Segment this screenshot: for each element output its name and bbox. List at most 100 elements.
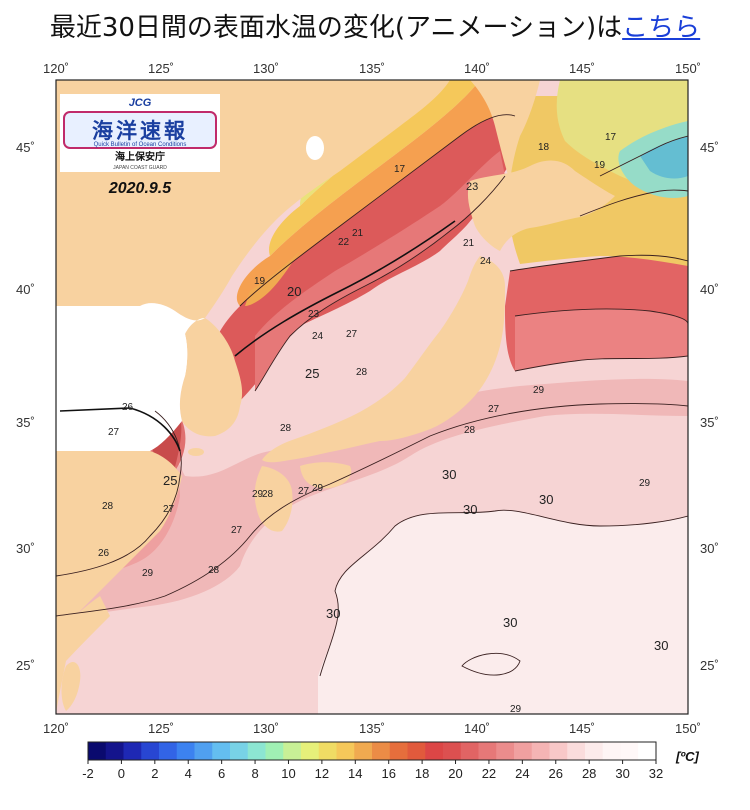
land-honshu	[262, 256, 505, 463]
land-china-coast	[56, 451, 182, 631]
contour-label: 30	[503, 615, 517, 630]
lat-tick: 40˚	[700, 282, 719, 297]
contour-label: 27	[108, 427, 120, 438]
contour-label: 23	[308, 309, 320, 320]
contour-label: 21	[352, 228, 364, 239]
colorbar-swatch	[425, 742, 444, 760]
jcg-logo: JCG 海洋速報 Quick Bulletin of Ocean Conditi…	[60, 94, 220, 172]
contour-label: 17	[605, 132, 617, 143]
contour-lines	[56, 114, 688, 677]
map-frame	[55, 79, 689, 715]
lon-tick: 135˚	[359, 721, 385, 736]
colorbar-swatch	[247, 742, 266, 760]
contour-label: 20	[287, 284, 301, 299]
colorbar-tick-label: 26	[549, 766, 563, 781]
contour-label: 28	[262, 489, 274, 500]
contour-label: 21	[463, 238, 475, 249]
lon-tick: 130˚	[253, 61, 279, 76]
colorbar-swatch	[549, 742, 568, 760]
colorbar-tick-label: 28	[582, 766, 596, 781]
contour-label: 23	[466, 181, 478, 193]
colorbar-swatch	[531, 742, 550, 760]
contour-label: 17	[394, 164, 406, 175]
lat-tick: 35˚	[16, 415, 35, 430]
lon-tick: 150˚	[675, 61, 701, 76]
lat-tick: 25˚	[700, 658, 719, 673]
lat-tick: 35˚	[700, 415, 719, 430]
colorbar-swatch	[265, 742, 284, 760]
colorbar-swatch	[567, 742, 586, 760]
contour-label: 30	[326, 606, 340, 621]
colorbar-swatch	[602, 742, 621, 760]
contour-label: 29	[510, 704, 522, 715]
colorbar-tick-label: 30	[615, 766, 629, 781]
colorbar-tick-label: 0	[118, 766, 125, 781]
contour-label: 28	[464, 425, 476, 436]
contour-label: 29	[252, 489, 264, 500]
contour-label: 27	[346, 329, 358, 340]
contour-label: 19	[594, 160, 606, 171]
sst-map-svg: 120˚ 125˚ 130˚ 135˚ 140˚ 145˚ 150˚ 120˚ …	[16, 61, 719, 781]
colorbar: -2 0 2 4 6 8 10 12 14 16 18 20 22 24 26 28 30 32	[82, 741, 663, 781]
contour-label: 27	[488, 404, 500, 415]
contour-label: 28	[102, 501, 114, 512]
contour-label: 25	[163, 473, 177, 488]
logo-subtitle-en: Quick Bulletin of Ocean Conditions	[94, 142, 187, 148]
lake	[306, 136, 324, 160]
lon-tick: 120˚	[43, 721, 69, 736]
contour-label: 27	[163, 504, 175, 515]
colorbar-swatch	[443, 742, 462, 760]
colorbar-swatch	[230, 742, 249, 760]
lat-tick: 30˚	[16, 541, 35, 556]
colorbar-swatch	[496, 742, 515, 760]
lat-axis-left: 45˚ 40˚ 35˚ 30˚ 25˚	[16, 140, 35, 673]
land-shikoku	[300, 462, 352, 489]
lat-tick: 45˚	[700, 140, 719, 155]
animation-link[interactable]: こちら	[622, 13, 701, 43]
colorbar-unit: [ºC]	[675, 749, 699, 764]
colorbar-swatch	[585, 742, 604, 760]
logo-title: 海洋速報	[92, 119, 188, 143]
colorbar-swatch	[620, 742, 639, 760]
contour-label: 29	[639, 478, 651, 489]
lat-tick: 40˚	[16, 282, 35, 297]
contour-label: 28	[280, 423, 292, 434]
contour-label: 29	[533, 385, 545, 396]
colorbar-swatch	[407, 742, 426, 760]
colorbar-swatch	[123, 742, 142, 760]
colorbar-tick-label: 8	[251, 766, 258, 781]
colorbar-swatch	[141, 742, 160, 760]
colorbar-tick-label: 4	[185, 766, 192, 781]
header-title: 最近30日間の表面水温の変化(アニメーション)はこちら	[0, 0, 750, 56]
colorbar-tick-label: -2	[82, 766, 94, 781]
colorbar-swatch	[105, 742, 124, 760]
lon-tick: 145˚	[569, 721, 595, 736]
contour-label: 24	[312, 331, 324, 342]
colorbar-swatch	[514, 742, 533, 760]
colorbar-tick-label: 2	[151, 766, 158, 781]
lon-tick: 145˚	[569, 61, 595, 76]
lon-axis-top: 120˚ 125˚ 130˚ 135˚ 140˚ 145˚ 150˚	[43, 61, 701, 76]
contour-label: 26	[98, 548, 110, 559]
contour-label: 19	[254, 276, 266, 287]
colorbar-swatch	[283, 742, 302, 760]
contour-label: 18	[538, 142, 550, 153]
contour-label: 25	[305, 366, 319, 381]
contour-label: 29	[142, 568, 154, 579]
colorbar-tick-label: 20	[448, 766, 462, 781]
contour-label: 30	[539, 492, 553, 507]
contour-label: 28	[356, 367, 368, 378]
lon-axis-bottom: 120˚ 125˚ 130˚ 135˚ 140˚ 145˚ 150˚	[43, 721, 701, 736]
colorbar-swatch	[336, 742, 355, 760]
map-area	[56, 80, 688, 714]
colorbar-swatch	[638, 742, 657, 760]
lon-tick: 125˚	[148, 721, 174, 736]
land-hokkaido	[467, 160, 615, 251]
lon-tick: 125˚	[148, 61, 174, 76]
lon-tick: 150˚	[675, 721, 701, 736]
colorbar-tick-label: 16	[381, 766, 395, 781]
header-text: 最近30日間の表面水温の変化(アニメーション)は	[49, 13, 623, 43]
lon-tick: 140˚	[464, 721, 490, 736]
colorbar-tick-label: 6	[218, 766, 225, 781]
colorbar-tick-label: 22	[482, 766, 496, 781]
